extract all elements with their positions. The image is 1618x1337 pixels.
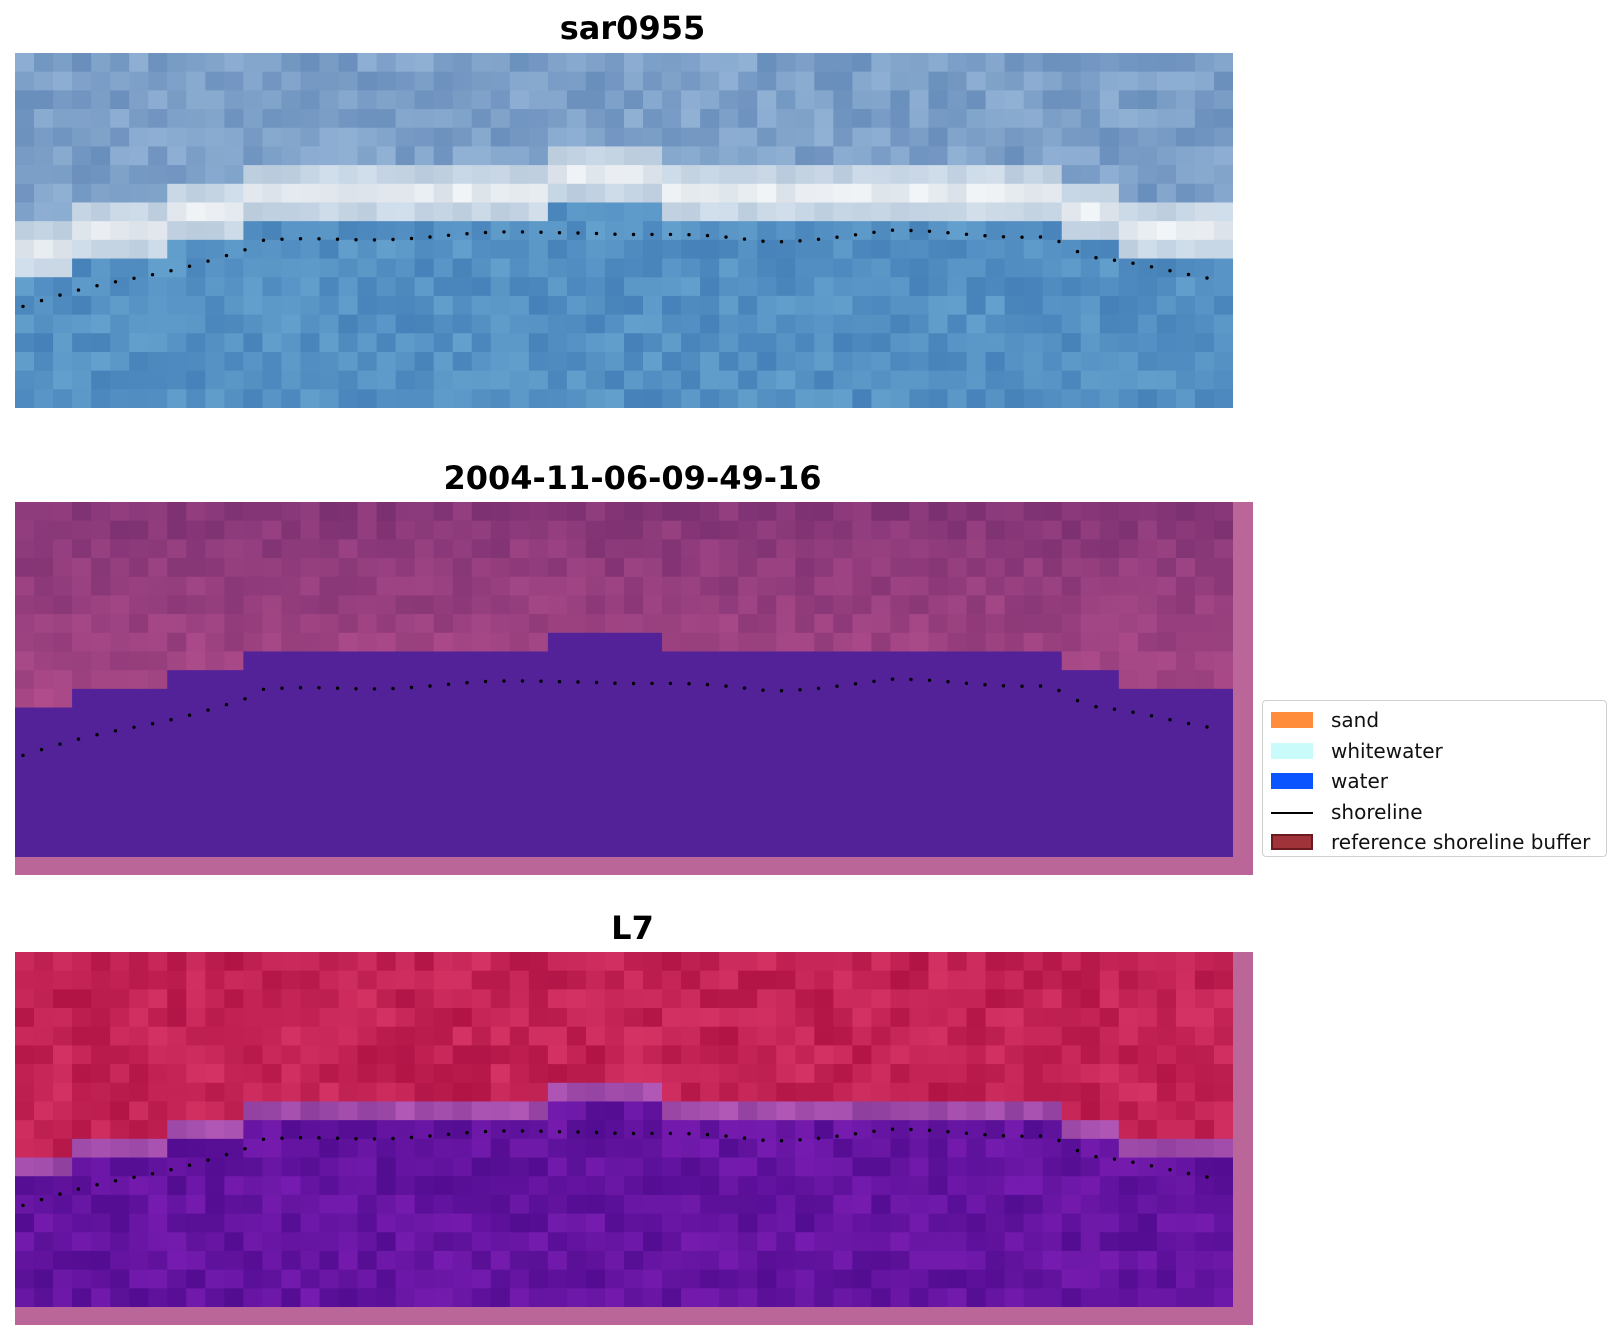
legend: sand whitewater water shoreline referenc… <box>1262 700 1607 857</box>
panel-rgb-image <box>15 53 1233 408</box>
legend-label-whitewater: whitewater <box>1331 738 1443 763</box>
legend-item-reference-buffer: reference shoreline buffer <box>1271 829 1606 860</box>
sand-swatch <box>1271 712 1313 728</box>
legend-item-whitewater: whitewater <box>1271 738 1606 769</box>
mndwi-shoreline <box>21 1127 1209 1208</box>
rgb-pixels <box>15 53 1233 408</box>
legend-label-reference-buffer: reference shoreline buffer <box>1331 830 1591 854</box>
mndwi-buffer-border <box>15 952 1253 1325</box>
legend-item-sand: sand <box>1271 707 1606 738</box>
legend-label-sand: sand <box>1331 708 1380 732</box>
panel-mndwi-image <box>15 952 1253 1325</box>
water-swatch <box>1271 773 1313 789</box>
panel-mndwi-title: L7 <box>611 909 654 947</box>
whitewater-swatch <box>1271 742 1313 759</box>
classified-pixels <box>15 502 1234 858</box>
legend-item-water: water <box>1271 768 1606 799</box>
classified-shoreline <box>21 677 1209 758</box>
panel-classified-title: 2004-11-06-09-49-16 <box>443 459 822 497</box>
shoreline-line-swatch <box>1271 811 1313 814</box>
panel-classified-image <box>15 502 1253 875</box>
panel-rgb-title: sar0955 <box>559 9 706 47</box>
legend-item-shoreline: shoreline <box>1271 799 1606 830</box>
mndwi-pixels <box>15 952 1234 1308</box>
reference-buffer-swatch <box>1271 834 1313 850</box>
classified-buffer-border <box>15 502 1253 875</box>
legend-label-shoreline: shoreline <box>1331 799 1423 824</box>
rgb-shoreline <box>21 228 1209 309</box>
legend-label-water: water <box>1331 769 1388 793</box>
